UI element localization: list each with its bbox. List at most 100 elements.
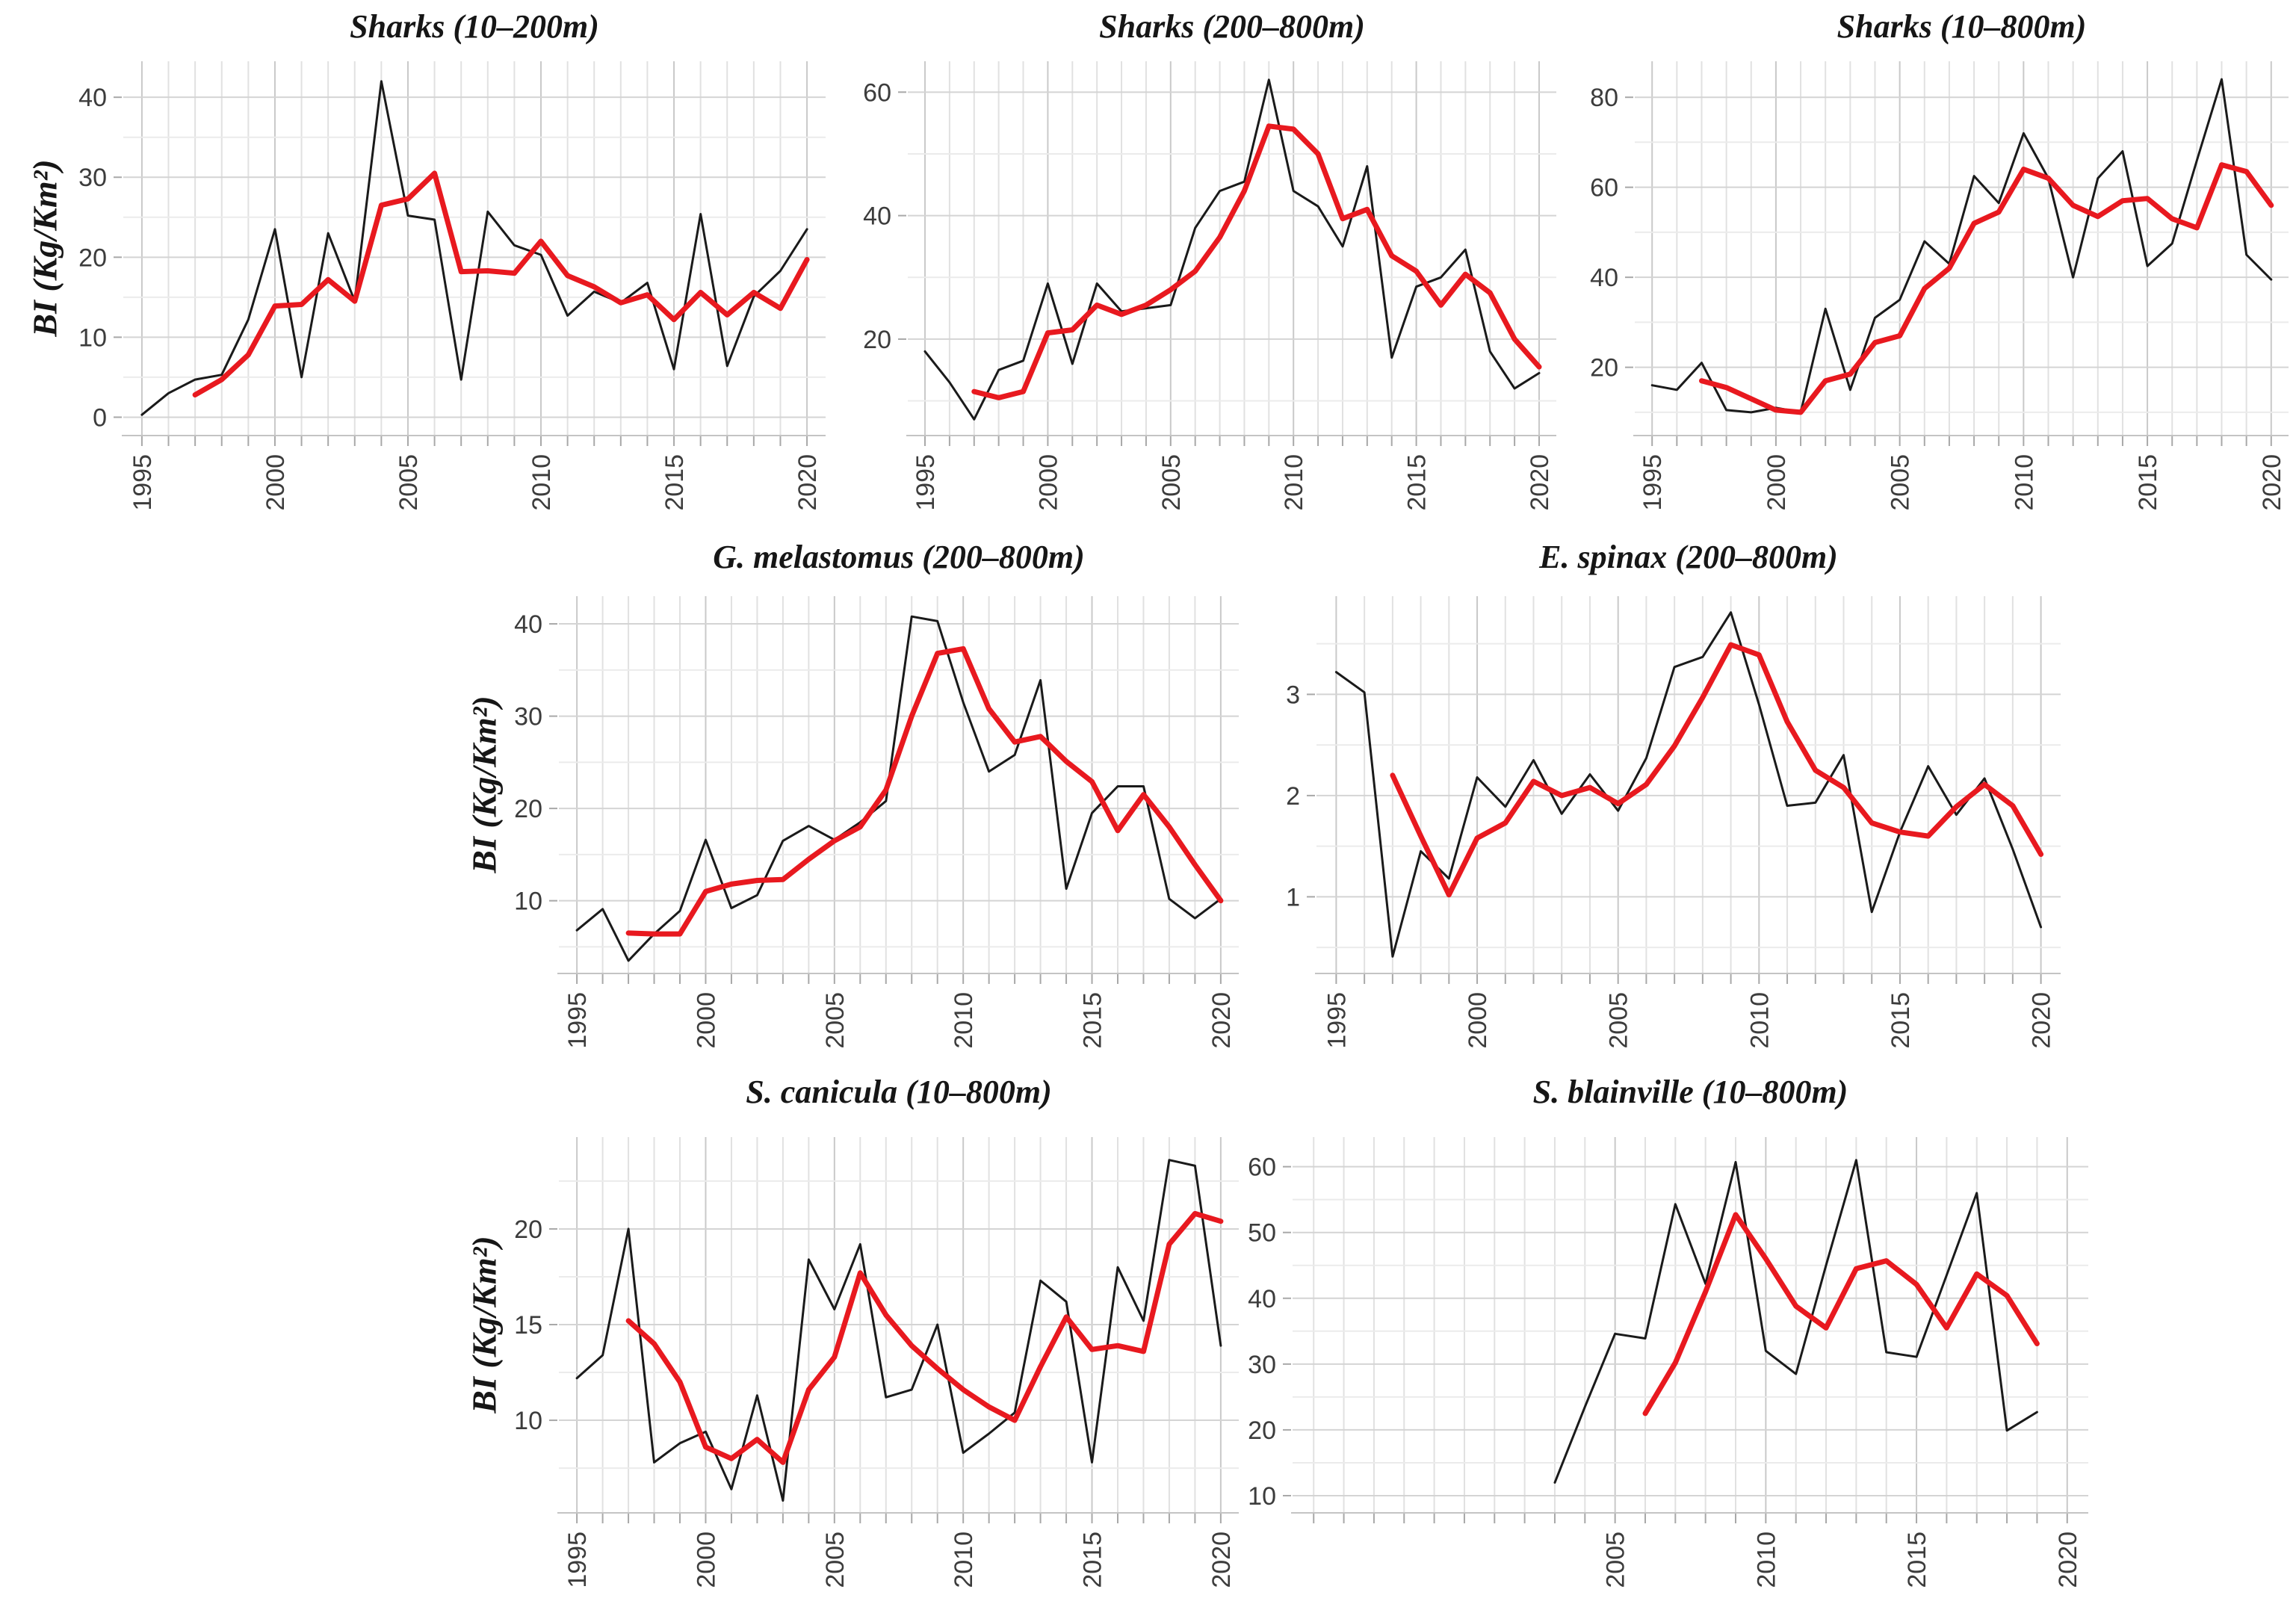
y-tick-label: 30 <box>78 164 107 192</box>
y-tick-label: 10 <box>514 888 542 916</box>
y-tick-label: 20 <box>863 326 891 354</box>
y-tick-label: 3 <box>1286 681 1300 709</box>
y-tick-label: 20 <box>514 795 542 823</box>
series-smoothed-trend <box>192 170 810 397</box>
series-annual-biomass-index <box>1553 1159 2038 1484</box>
panel-title: E. spinax (200–800m) <box>1539 539 1838 575</box>
y-tick-label: 20 <box>514 1216 542 1244</box>
series-annual-biomass-index <box>575 615 1222 962</box>
x-tick-label: 2000 <box>1763 454 1791 511</box>
panel-plot: 10 20 30 40 1995 2000 2005 2010 2015 2020 <box>514 596 1239 1049</box>
series-annual-biomass-index <box>1650 78 2273 414</box>
x-tick-label: 2020 <box>2028 992 2056 1049</box>
y-tick-label: 40 <box>514 610 542 639</box>
series-annual-biomass-index <box>575 1159 1222 1502</box>
y-tick-label: 30 <box>514 703 542 731</box>
y-tick-label: 50 <box>1248 1219 1276 1248</box>
series-smoothed-trend <box>625 645 1224 937</box>
x-tick-label: 2020 <box>2258 454 2286 511</box>
x-tick-label: 2015 <box>1079 1532 1107 1588</box>
chart-panel-7: S. blainville (10–800m) 10 20 30 40 50 60 2005 2… <box>1229 1068 2096 1607</box>
y-tick-label: 20 <box>1248 1416 1276 1445</box>
x-tick-label: 1995 <box>563 1532 592 1588</box>
series-smoothed-trend <box>625 1210 1224 1465</box>
series-annual-biomass-index <box>1334 611 2043 958</box>
x-tick-label: 1995 <box>563 992 592 1049</box>
y-tick-label: 40 <box>1248 1285 1276 1313</box>
x-tick-label: 1995 <box>1639 454 1667 511</box>
panel-plot: 20 40 60 80 1995 2000 2005 2010 2015 2020 <box>1590 61 2289 511</box>
panel-title: Sharks (10–800m) <box>1837 8 2087 45</box>
x-tick-label: 1995 <box>129 454 157 511</box>
series-smoothed-trend <box>1390 642 2044 898</box>
chart-panel-5: E. spinax (200–800m) 1 2 3 1995 2000 2005 2010 2… <box>1249 533 2067 1065</box>
panel-title: S. canicula (10–800m) <box>746 1074 1052 1110</box>
x-tick-label: 2005 <box>1605 992 1633 1049</box>
series-smoothed-trend <box>1699 162 2274 415</box>
y-tick-label: 80 <box>1590 84 1618 112</box>
y-tick-label: 60 <box>1590 174 1618 202</box>
panel-plot: 1 2 3 1995 2000 2005 2010 2015 2020 <box>1286 596 2061 1049</box>
x-tick-label: 2010 <box>1752 1532 1780 1588</box>
x-tick-label: 2020 <box>2054 1532 2082 1588</box>
x-tick-label: 2020 <box>1526 454 1554 511</box>
x-tick-label: 2005 <box>821 992 850 1049</box>
chart-panel-4: G. melastomus (200–800m) BI (Kg/Km²) 10 20 3… <box>448 533 1248 1065</box>
panel-title: Sharks (200–800m) <box>1099 8 1365 45</box>
y-tick-label: 1 <box>1286 883 1300 911</box>
panel-plot: 10 15 20 1995 2000 2005 2010 2015 2020 <box>514 1137 1239 1588</box>
x-tick-label: 2000 <box>1034 454 1062 511</box>
x-tick-label: 2010 <box>950 992 978 1049</box>
x-tick-label: 2010 <box>2010 454 2038 511</box>
y-tick-label: 20 <box>1590 354 1618 383</box>
x-tick-label: 1995 <box>1322 992 1351 1049</box>
chart-panel-6: S. canicula (10–800m) BI (Kg/Km²) 10 15 20 19… <box>448 1068 1248 1607</box>
y-tick-label: 40 <box>78 84 107 112</box>
x-tick-label: 2000 <box>692 992 720 1049</box>
x-tick-label: 2010 <box>950 1532 978 1588</box>
y-tick-label: 10 <box>1248 1482 1276 1511</box>
series-annual-biomass-index <box>140 80 808 416</box>
x-tick-label: 2000 <box>692 1532 720 1588</box>
x-tick-label: 2015 <box>660 454 689 511</box>
x-tick-label: 2015 <box>1887 992 1915 1049</box>
x-tick-label: 2015 <box>1403 454 1432 511</box>
chart-panel-2: Sharks (200–800m) 20 40 60 1995 2000 2005 2010 2… <box>841 3 1562 530</box>
panel-title: S. blainville (10–800m) <box>1532 1074 1848 1110</box>
y-tick-label: 30 <box>1248 1351 1276 1379</box>
x-tick-label: 2020 <box>1207 1532 1236 1588</box>
x-tick-label: 2000 <box>1464 992 1492 1049</box>
x-tick-label: 2020 <box>793 454 822 511</box>
panel-plot: 20 40 60 1995 2000 2005 2010 2015 2020 <box>863 61 1556 511</box>
x-tick-label: 2005 <box>1602 1532 1630 1588</box>
y-tick-label: 2 <box>1286 782 1300 811</box>
x-tick-label: 2000 <box>262 454 290 511</box>
y-tick-label: 0 <box>93 403 107 432</box>
x-tick-label: 2005 <box>821 1532 850 1588</box>
x-tick-label: 2005 <box>1157 454 1186 511</box>
panel-title: Sharks (10–200m) <box>350 8 599 45</box>
x-tick-label: 2015 <box>1903 1532 1931 1588</box>
x-tick-label: 2010 <box>1280 454 1308 511</box>
x-tick-label: 2015 <box>2134 454 2162 511</box>
series-smoothed-trend <box>971 123 1542 400</box>
y-tick-label: 40 <box>1590 264 1618 292</box>
x-tick-label: 2005 <box>394 454 423 511</box>
x-tick-label: 1995 <box>912 454 940 511</box>
y-tick-label: 20 <box>78 244 107 272</box>
panel-plot: 0 10 20 30 40 1995 2000 2005 2010 2015 2020 <box>78 61 826 511</box>
x-tick-label: 2010 <box>1745 992 1774 1049</box>
x-tick-label: 2005 <box>1887 454 1915 511</box>
x-tick-label: 2010 <box>527 454 556 511</box>
y-tick-label: 40 <box>863 202 891 231</box>
series-smoothed-trend <box>1642 1212 2040 1416</box>
panel-title: G. melastomus (200–800m) <box>713 539 1085 575</box>
series-annual-biomass-index <box>923 78 1541 421</box>
x-tick-label: 2015 <box>1079 992 1107 1049</box>
chart-panel-1: Sharks (10–200m) BI (Kg/Km²) 0 10 20 30 40 1995… <box>15 3 837 530</box>
x-tick-label: 2020 <box>1207 992 1236 1049</box>
y-tick-label: 60 <box>1248 1154 1276 1182</box>
y-tick-label: 10 <box>78 323 107 352</box>
y-tick-label: 60 <box>863 78 891 107</box>
